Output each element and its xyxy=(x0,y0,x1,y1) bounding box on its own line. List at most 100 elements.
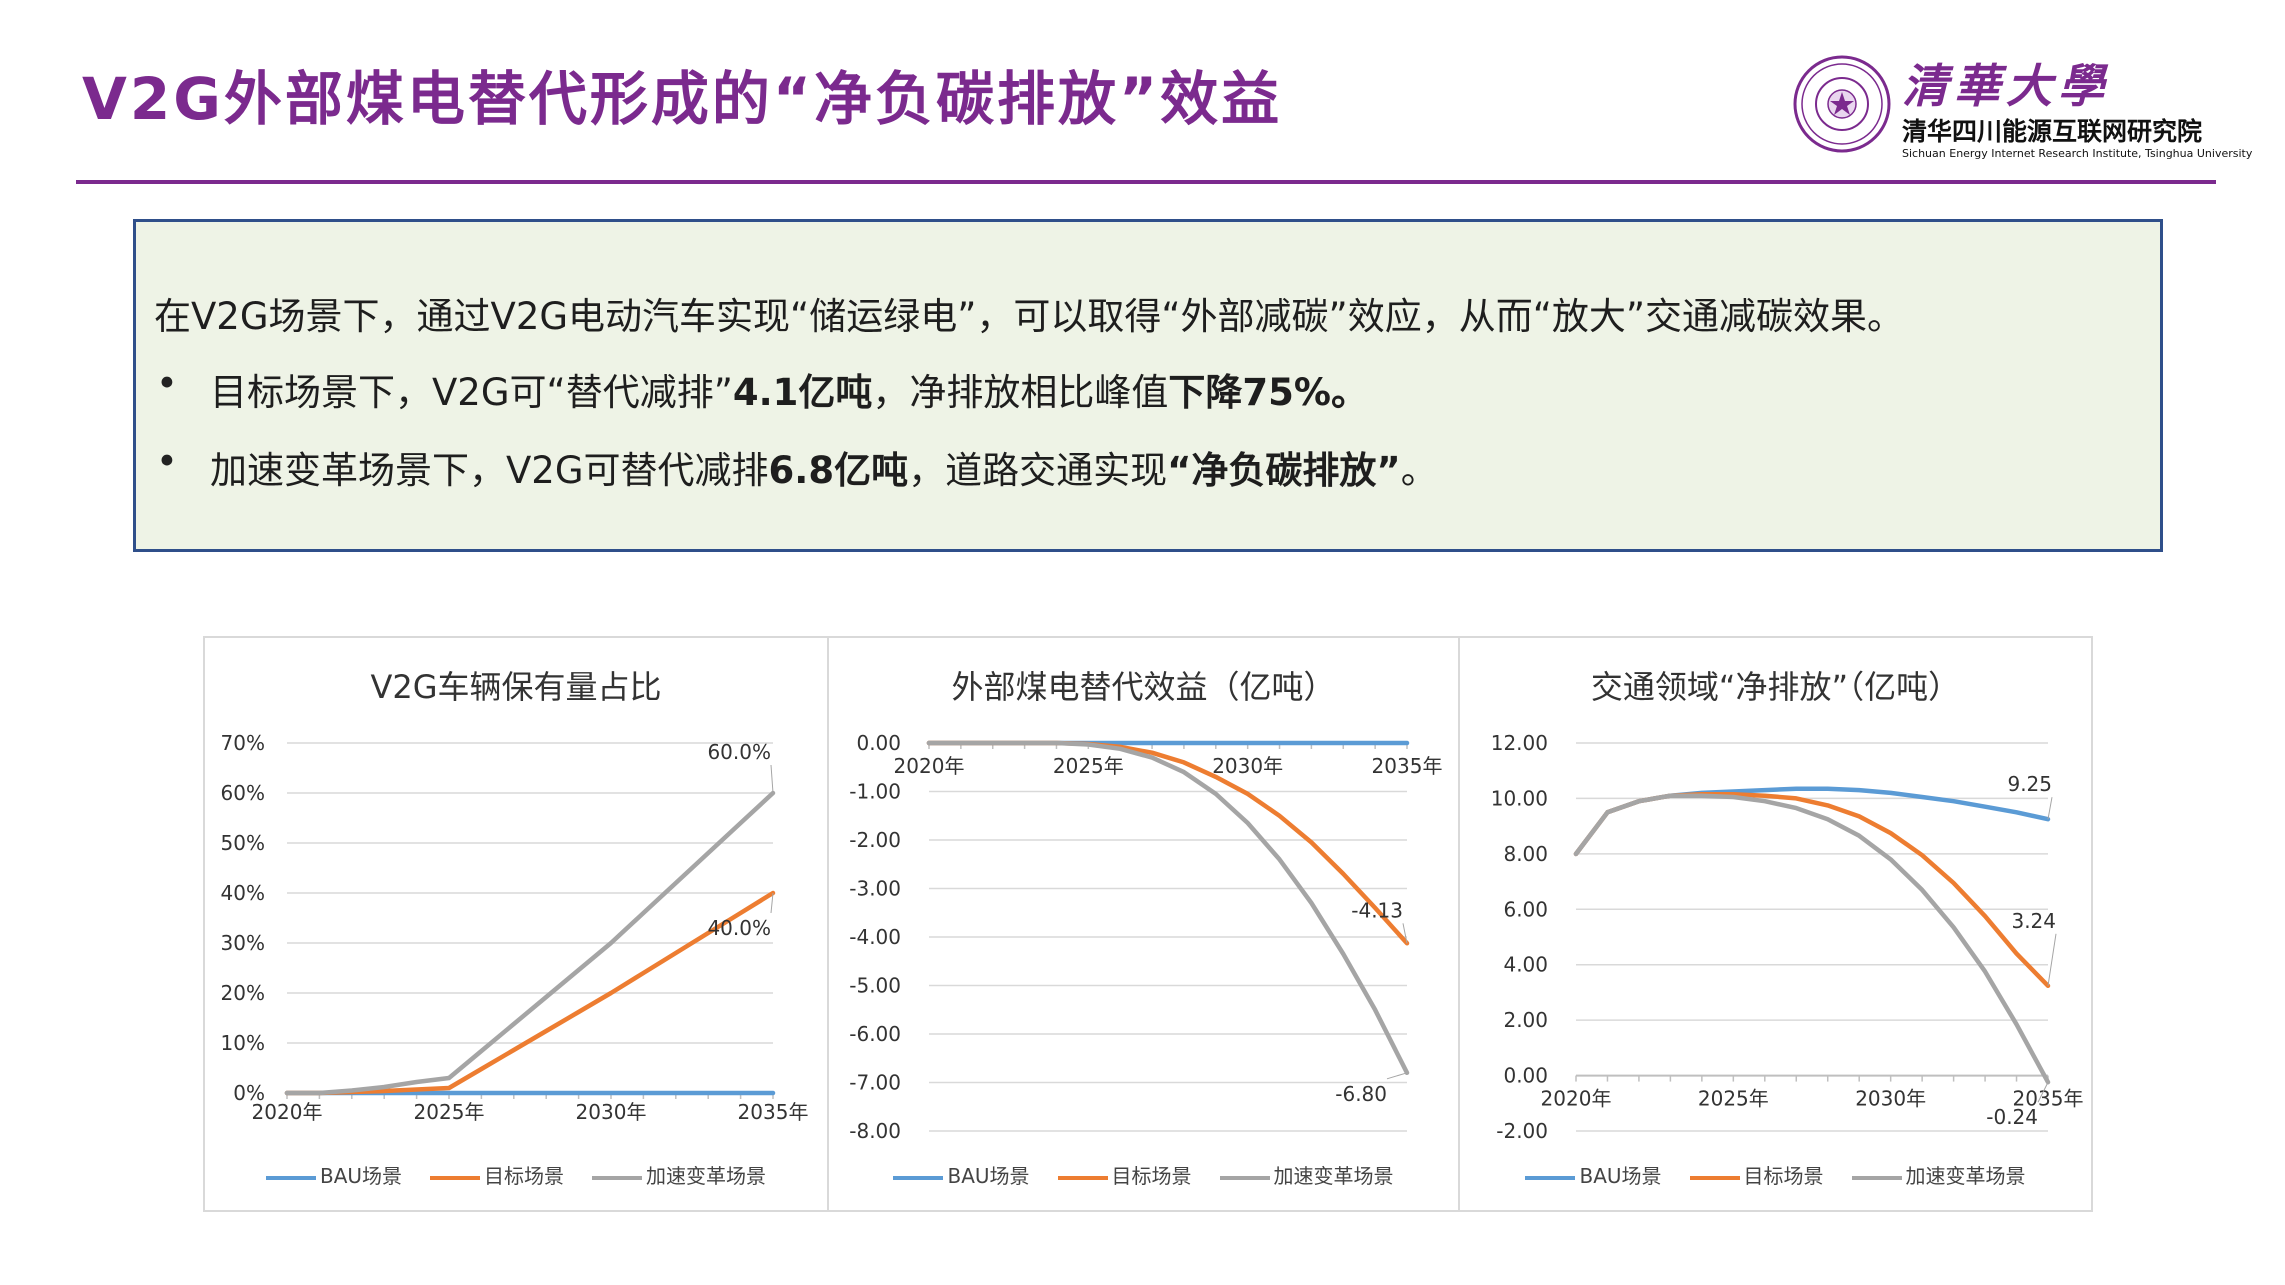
charts-container: V2G车辆保有量占比 0% 10% 20% 30% 40% 50% 60% 70% 2020年 2… xyxy=(203,636,2093,1212)
series-line-目标场景 xyxy=(284,890,776,1096)
y-tick-label: -2.00 xyxy=(1496,1119,1548,1143)
y-tick-label: 30% xyxy=(221,931,265,955)
data-label: 9.25 xyxy=(2007,772,2052,796)
summary-box: 在V2G场景下，通过V2G电动汽车实现“储运绿电”，可以取得“外部减碳”效应，从… xyxy=(133,219,2163,552)
series-line-加速变革场景 xyxy=(1573,793,2051,1085)
chart-legend: BAU场景 目标场景 加速变革场景 xyxy=(1460,1160,2091,1189)
chart-v2g-share: 0% 10% 20% 30% 40% 50% 60% 70% 2020年 2025年 2030年 20… xyxy=(221,731,809,1124)
legend-label: 加速变革场景 xyxy=(1905,1164,2026,1188)
data-label-leader xyxy=(2037,1081,2049,1103)
data-label-leader xyxy=(770,892,774,914)
x-tick-label: 2025年 xyxy=(1053,754,1124,778)
y-tick-label: 10% xyxy=(221,1031,265,1055)
chart-title: 外部煤电替代效益（亿吨） xyxy=(951,668,1336,706)
y-tick-label: 10.00 xyxy=(1491,786,1548,810)
data-label: -4.13 xyxy=(1351,898,1403,922)
series-line-加速变革场景 xyxy=(926,740,1410,1076)
bullet-marker: • xyxy=(156,440,178,483)
legend-swatch xyxy=(1689,1175,1740,1180)
y-tick-label: -7.00 xyxy=(849,1071,901,1095)
chart-legend: BAU场景 目标场景 加速变革场景 xyxy=(829,1160,1458,1189)
chart-title: 交通领域“净排放”（亿吨） xyxy=(1590,668,1961,706)
y-tick-label: -3.00 xyxy=(849,877,901,901)
panel-divider xyxy=(827,638,829,1210)
chart-panel-coal-substitution: 外部煤电替代效益（亿吨） 0.00 -1.00 -2.00 -3.00 -4.00 -5.… xyxy=(829,638,1458,1210)
tsinghua-seal-icon xyxy=(1793,55,1891,153)
page-title: V2G外部煤电替代形成的“净负碳排放”效益 xyxy=(82,65,1283,133)
logo-chinese-name: 清華大學 xyxy=(1902,59,2110,113)
y-tick-label: -6.00 xyxy=(849,1022,901,1046)
legend-item: 目标场景 xyxy=(1689,1160,1824,1189)
data-label: -0.24 xyxy=(1986,1105,2038,1129)
chart-legend: BAU场景 目标场景 加速变革场景 xyxy=(205,1160,827,1189)
y-tick-label: -5.00 xyxy=(849,974,901,998)
y-tick-label: 20% xyxy=(221,981,265,1005)
data-label: 40.0% xyxy=(707,916,771,940)
y-tick-label: -2.00 xyxy=(849,828,901,852)
y-tick-label: 0.00 xyxy=(856,731,901,755)
y-tick-label: 6.00 xyxy=(1503,897,1548,921)
x-tick-label: 2035年 xyxy=(738,1100,809,1124)
legend-label: BAU场景 xyxy=(319,1164,403,1188)
legend-label: BAU场景 xyxy=(1579,1164,1662,1188)
data-label-leader xyxy=(2047,933,2057,986)
x-tick-label: 2035年 xyxy=(1372,754,1443,778)
legend-swatch xyxy=(1219,1175,1270,1180)
x-tick-label: 2025年 xyxy=(414,1100,485,1124)
y-tick-label: 8.00 xyxy=(1503,842,1548,866)
y-tick-label: 4.00 xyxy=(1503,953,1548,977)
y-tick-label: 60% xyxy=(221,781,265,805)
institute-logo: 清華大學 清华四川能源互联网研究院 Sichuan Energy Interne… xyxy=(1792,50,2252,165)
y-tick-label: 12.00 xyxy=(1491,731,1548,755)
x-tick-label: 2035年 xyxy=(2013,1087,2084,1111)
summary-bullet-accelerated: 加速变革场景下，V2G可替代减排6.8亿吨，道路交通实现“净负碳排放”。 xyxy=(210,449,1438,492)
legend-label: 目标场景 xyxy=(1743,1164,1824,1188)
legend-swatch xyxy=(592,1175,643,1180)
y-tick-label: -4.00 xyxy=(849,925,901,949)
legend-swatch xyxy=(430,1175,481,1180)
legend-label: BAU场景 xyxy=(947,1164,1030,1188)
x-tick-label: 2020年 xyxy=(1541,1087,1612,1111)
x-tick-label: 2030年 xyxy=(1212,754,1283,778)
legend-swatch xyxy=(1851,1175,1902,1180)
legend-item: BAU场景 xyxy=(1525,1160,1662,1189)
chart-title: V2G车辆保有量占比 xyxy=(370,668,662,706)
chart-coal-substitution: 0.00 -1.00 -2.00 -3.00 -4.00 -5.00 -6.00 -7.00 -… xyxy=(849,731,1443,1143)
data-label: 60.0% xyxy=(707,740,771,764)
legend-item: 目标场景 xyxy=(430,1160,564,1189)
y-tick-label: 0.00 xyxy=(1503,1064,1548,1088)
summary-bullet-target: 目标场景下，V2G可“替代减排”4.1亿吨，净排放相比峰值下降75%。 xyxy=(210,371,1368,414)
summary-intro: 在V2G场景下，通过V2G电动汽车实现“储运绿电”，可以取得“外部减碳”效应，从… xyxy=(154,295,1905,338)
chart-panel-net-emission: 交通领域“净排放”（亿吨） 12.00 10.00 8.00 6.00 4.00 2.00… xyxy=(1460,638,2091,1210)
legend-label: 目标场景 xyxy=(1111,1164,1192,1188)
legend-swatch xyxy=(1525,1175,1576,1180)
title-divider xyxy=(76,180,2216,184)
legend-item: BAU场景 xyxy=(265,1160,403,1189)
panel-divider xyxy=(1458,638,1460,1210)
series-line-加速变革场景 xyxy=(284,790,776,1096)
x-tick-label: 2030年 xyxy=(576,1100,647,1124)
y-tick-label: 2.00 xyxy=(1503,1008,1548,1032)
x-tick-label: 2020年 xyxy=(894,754,965,778)
legend-item: 加速变革场景 xyxy=(592,1160,766,1189)
legend-label: 加速变革场景 xyxy=(1273,1164,1394,1188)
legend-label: 目标场景 xyxy=(484,1164,565,1188)
x-tick-label: 2030年 xyxy=(1855,1087,1926,1111)
legend-swatch xyxy=(1057,1175,1108,1180)
data-label-leader xyxy=(1386,1072,1408,1080)
logo-english-name: Sichuan Energy Internet Research Institu… xyxy=(1902,147,2253,160)
legend-item: BAU场景 xyxy=(893,1160,1030,1189)
y-tick-label: 0% xyxy=(233,1081,265,1105)
logo-institute-name: 清华四川能源互联网研究院 xyxy=(1902,117,2203,146)
series-line-目标场景 xyxy=(926,740,1410,946)
bullet-marker: • xyxy=(156,362,178,405)
legend-swatch xyxy=(265,1175,316,1180)
x-tick-label: 2025年 xyxy=(1698,1087,1769,1111)
y-tick-label: 50% xyxy=(221,831,265,855)
legend-item: 目标场景 xyxy=(1057,1160,1192,1189)
data-label: 3.24 xyxy=(2011,909,2056,933)
data-label-leader xyxy=(2047,797,2053,820)
data-label: -6.80 xyxy=(1335,1082,1387,1106)
y-tick-label: 70% xyxy=(221,731,265,755)
legend-item: 加速变革场景 xyxy=(1219,1160,1394,1189)
